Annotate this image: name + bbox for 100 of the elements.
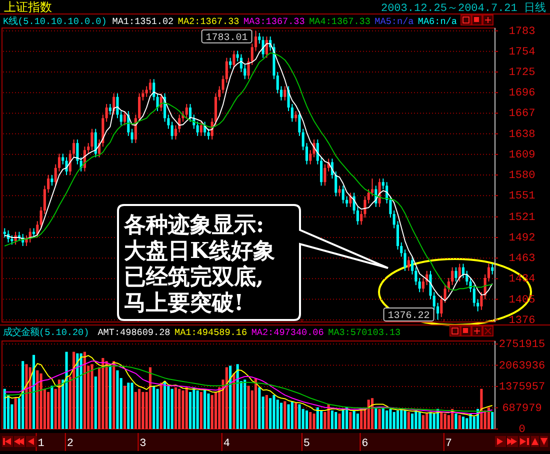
x-tick-label: 2 <box>66 438 74 450</box>
x-tick-label: 7 <box>445 438 452 450</box>
bar <box>330 410 334 429</box>
y-tick-label: 1667 <box>508 108 536 120</box>
bar <box>94 376 97 429</box>
candlestick <box>436 302 440 320</box>
bar <box>284 401 286 429</box>
bar <box>196 390 199 429</box>
candlestick <box>418 277 421 293</box>
candlestick <box>476 298 480 312</box>
bar <box>156 388 159 429</box>
bar <box>130 382 134 429</box>
bar <box>305 410 308 429</box>
bar <box>414 410 418 429</box>
bar <box>422 415 424 429</box>
bar <box>58 380 61 429</box>
y-tick-label: 1580 <box>508 170 536 182</box>
candlestick <box>3 228 6 238</box>
candlestick <box>294 110 298 122</box>
bar <box>378 408 381 429</box>
bar <box>418 412 421 429</box>
bar <box>229 366 232 429</box>
bar <box>294 402 298 429</box>
y-tick-label: 1376 <box>508 314 536 327</box>
bar <box>382 407 384 429</box>
bar <box>444 414 446 429</box>
candlestick <box>50 174 54 186</box>
text: MA4:1367.33 <box>309 16 370 27</box>
candlestick <box>244 64 246 80</box>
y-tick-label: 1463 <box>508 253 536 266</box>
candlestick <box>90 128 94 151</box>
bar <box>349 412 352 429</box>
candlestick <box>94 128 97 158</box>
candlestick <box>254 30 258 52</box>
candlestick <box>148 78 152 94</box>
text: MA2:1367.33 <box>178 16 240 27</box>
candlestick <box>170 121 174 140</box>
bar <box>225 367 228 429</box>
bar <box>36 370 39 429</box>
bar <box>244 380 246 429</box>
candlestick <box>188 103 192 122</box>
bar <box>342 408 344 429</box>
text: MA6:n/a <box>418 16 458 27</box>
candlestick <box>280 86 283 101</box>
candlestick <box>298 110 301 136</box>
bar <box>389 408 392 429</box>
bar <box>466 418 468 429</box>
bar <box>50 386 54 429</box>
bar <box>287 404 290 429</box>
candlestick <box>232 50 236 69</box>
candlestick <box>185 103 188 119</box>
y-tick-label: 1492 <box>508 232 536 244</box>
bar <box>204 388 206 429</box>
bar <box>127 382 130 429</box>
candlestick <box>370 178 374 197</box>
bar <box>72 352 76 429</box>
bar <box>254 378 258 429</box>
bar <box>280 402 283 429</box>
bar <box>123 386 126 429</box>
bar <box>320 410 323 429</box>
bar <box>334 412 338 429</box>
candlestick <box>334 170 338 197</box>
candlestick <box>258 32 261 44</box>
series-label: AMT:498609.28 <box>98 327 170 338</box>
candlestick <box>367 188 370 204</box>
annotation: 1376.22 <box>388 311 430 322</box>
chart-subtitle: 2003.12.25～2004.7.21 日线 <box>380 1 546 15</box>
text: MA3:570103.13 <box>328 327 401 338</box>
annotation: 1783.01 <box>206 32 248 44</box>
bar <box>290 401 294 429</box>
bar <box>269 398 272 429</box>
bar <box>407 412 410 429</box>
candlestick <box>462 263 465 278</box>
candlestick <box>116 92 119 119</box>
y-tick-label: 1783 <box>508 26 536 38</box>
candlestick <box>130 128 134 144</box>
bar <box>32 354 36 429</box>
candlestick <box>320 156 323 186</box>
bar <box>134 392 137 429</box>
bar <box>462 416 465 429</box>
chart-title: 上证指数 <box>4 0 52 14</box>
bar <box>309 412 312 429</box>
candlestick <box>491 263 494 275</box>
bar <box>116 370 119 429</box>
text: MA2:497340.06 <box>251 327 324 338</box>
bar <box>400 408 403 429</box>
bar <box>40 373 42 429</box>
y-tick-label: 2751915 <box>498 339 546 352</box>
bar <box>454 414 458 429</box>
bar <box>25 364 28 429</box>
candlestick <box>284 86 286 101</box>
bar <box>312 414 316 429</box>
bar <box>360 408 363 429</box>
text: MA1:1351.02 <box>112 16 174 27</box>
text: MA1:494589.16 <box>174 327 248 338</box>
y-tick-label: 1609 <box>508 149 536 162</box>
bar <box>102 358 104 429</box>
bar <box>185 387 188 429</box>
candlestick <box>105 103 108 122</box>
candlestick <box>265 36 268 58</box>
